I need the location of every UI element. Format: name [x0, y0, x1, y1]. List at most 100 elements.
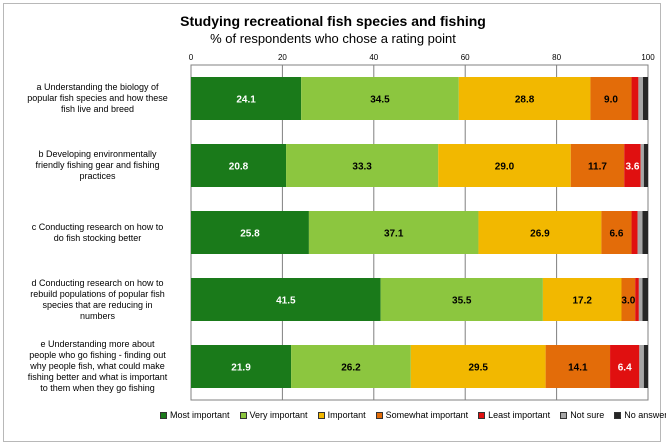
- data-label: 24.1: [236, 95, 256, 106]
- data-label: 11.7: [588, 162, 607, 173]
- category-label-line: e Understanding more about: [40, 339, 155, 349]
- bar-segment: [191, 211, 309, 254]
- bar-segment: [438, 144, 571, 187]
- legend-swatch: [160, 411, 167, 419]
- legend-label: Somewhat important: [385, 410, 469, 420]
- legend-label: Not sure: [570, 410, 605, 420]
- bar-segment: [610, 345, 640, 388]
- bar-segment: [631, 77, 639, 120]
- data-label: 26.2: [341, 363, 361, 374]
- bar-segment: [637, 211, 643, 254]
- data-label: 6.4: [618, 363, 632, 374]
- category-label-line: fish live and breed: [60, 104, 135, 114]
- legend-label: Very important: [249, 410, 308, 420]
- chart-title: Studying recreational fish species and f…: [180, 13, 486, 29]
- bar-segment: [642, 77, 648, 120]
- legend-label: No answer: [624, 410, 666, 420]
- data-label: 33.3: [352, 162, 372, 173]
- category-label: a Understanding the biology of popular fi…: [10, 82, 185, 115]
- bar-segment: [191, 144, 287, 187]
- bar-segment: [308, 211, 479, 254]
- bar-segment: [642, 211, 648, 254]
- bar-segment: [643, 345, 648, 388]
- data-label: 17.2: [572, 296, 592, 307]
- bar-segment: [570, 144, 625, 187]
- bar-segment: [291, 345, 411, 388]
- legend-item: Not sure: [560, 410, 604, 420]
- category-label-line: practices: [79, 171, 116, 181]
- legend-item: Very important: [239, 410, 308, 420]
- bar-segment: [286, 144, 439, 187]
- category-label-line: people who go fishing - finding out: [29, 350, 166, 360]
- bar-segment: [545, 345, 611, 388]
- bar-segment: [410, 345, 546, 388]
- legend-item: Important: [317, 410, 366, 420]
- legend-item: Least important: [478, 410, 550, 420]
- bar-segment: [640, 144, 644, 187]
- category-label-line: do fish stocking better: [53, 232, 142, 243]
- bar-segment: [643, 144, 648, 187]
- data-label: 29.5: [468, 363, 488, 374]
- data-label: 35.5: [452, 296, 472, 307]
- bar-segment: [624, 144, 641, 187]
- legend-swatch: [478, 411, 486, 419]
- data-label: 28.8: [515, 95, 535, 106]
- legend-swatch: [614, 411, 622, 419]
- bar-segment: [638, 278, 643, 321]
- data-label: 14.1: [568, 363, 588, 374]
- category-label-line: species that are reducing in: [42, 299, 153, 310]
- legend-item: No answer: [614, 410, 666, 420]
- x-tick-label: 80: [552, 53, 561, 62]
- category-label: b Developing environmentally friendly fis…: [10, 149, 185, 182]
- bar-segment: [542, 278, 622, 321]
- data-label: 9.0: [604, 95, 618, 106]
- data-label: 20.8: [229, 162, 249, 173]
- bar-segment: [191, 278, 381, 321]
- bar-segment: [380, 278, 543, 321]
- legend-item: Most important: [160, 410, 230, 420]
- bar-segment: [458, 77, 591, 120]
- category-label-line: numbers: [79, 310, 115, 321]
- data-label: 37.1: [384, 229, 404, 240]
- category-label-line: fishing better and what is important: [27, 372, 168, 382]
- chart-subtitle: % of respondents who chose a rating poin…: [210, 31, 456, 46]
- legend-swatch: [560, 411, 568, 419]
- data-label: 3.0: [621, 296, 635, 307]
- category-label-line: why people fish, what could make: [30, 361, 165, 371]
- bar-segment: [478, 211, 602, 254]
- x-tick-label: 60: [461, 53, 470, 62]
- data-label: 26.9: [530, 229, 550, 240]
- x-tick-label: 20: [278, 53, 287, 62]
- category-label-line: popular fish species and how these: [27, 93, 168, 103]
- category-label: e Understanding more about people who go …: [10, 339, 185, 394]
- category-label-line: a Understanding the biology of: [36, 82, 159, 92]
- bar-segment: [191, 345, 292, 388]
- bar-segment: [631, 211, 638, 254]
- x-tick-label: 0: [189, 53, 194, 62]
- bar-segment: [639, 345, 644, 388]
- category-label-line: c Conducting research on how to: [31, 221, 164, 232]
- bar-segment: [621, 278, 636, 321]
- category-label-line: friendly fishing gear and fishing: [35, 160, 160, 170]
- legend-label: Least important: [488, 410, 551, 420]
- bar-segment: [642, 278, 648, 321]
- data-label: 41.5: [276, 296, 296, 307]
- category-label-line: rebuild populations of popular fish: [30, 288, 165, 299]
- category-label-line: to them when they go fishing: [40, 383, 155, 393]
- data-label: 25.8: [240, 229, 260, 240]
- x-tick-label: 40: [369, 53, 378, 62]
- x-tick-label: 100: [641, 53, 655, 62]
- legend-swatch: [317, 411, 325, 419]
- category-label: c Conducting research on how to do fish s…: [10, 222, 185, 244]
- bar-segment: [590, 77, 632, 120]
- bar-segment: [638, 77, 643, 120]
- legend-swatch: [375, 411, 383, 419]
- data-label: 6.6: [610, 229, 624, 240]
- bar-segment: [191, 77, 302, 120]
- category-label: d Conducting research on how to rebuild p…: [10, 278, 185, 322]
- bar-segment: [635, 278, 639, 321]
- bar-segment: [301, 77, 459, 120]
- data-label: 34.5: [370, 95, 390, 106]
